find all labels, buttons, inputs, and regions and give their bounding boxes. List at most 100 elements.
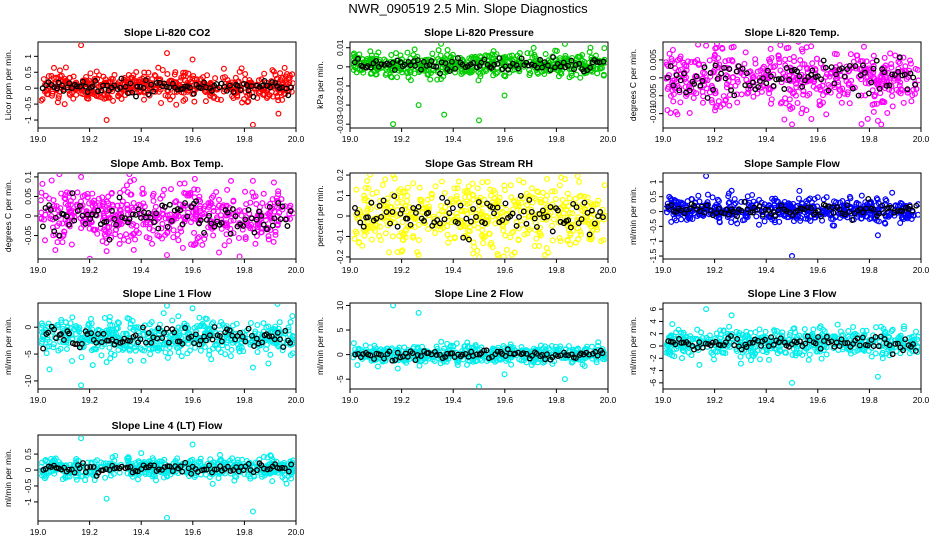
data-point [900,215,907,222]
data-point [367,223,374,230]
overlay-point [256,83,263,90]
data-point [897,219,904,226]
data-point [118,95,125,102]
data-point [161,186,168,193]
data-point [238,212,245,219]
data-point [173,344,180,351]
data-point [159,66,166,73]
overlay-point [133,93,139,100]
data-point [178,325,185,332]
overlay-point [463,215,470,222]
data-point [677,99,684,106]
data-point [846,100,853,107]
overlay-point [547,67,554,74]
data-point [197,347,204,354]
overlay-point [116,194,123,201]
data-point [451,185,458,192]
data-point [455,178,462,185]
data-point [560,210,567,217]
data-point [175,324,182,331]
overlay-point [710,86,716,93]
data-point [691,58,698,65]
data-point [816,84,823,91]
data-point [416,184,423,191]
data-point [799,105,806,112]
overlay-point [441,216,448,223]
overlay-point [570,200,577,207]
data-point [188,241,195,248]
data-point [285,324,292,331]
data-point [668,218,675,225]
overlay-point [263,226,270,233]
data-point [676,55,683,62]
data-point [393,50,400,57]
y-tick-label: 0 [23,86,33,91]
data-point [458,68,465,75]
data-point [731,201,738,208]
data-point [91,89,98,96]
data-point [858,92,865,99]
data-point [227,353,234,360]
overlay-point [881,69,888,76]
data-point [817,101,824,108]
data-point [757,84,764,91]
overlay-point [773,76,780,83]
y-tick-label: 5 [335,327,345,332]
data-point [882,62,889,69]
data-point [533,235,540,242]
data-point [691,210,698,217]
overlay-point [799,83,806,90]
data-point [716,218,723,225]
overlay-point [223,87,230,94]
overlay-point [838,65,845,72]
data-point [202,315,209,322]
data-point [195,234,202,241]
data-point [454,213,461,220]
points [39,304,295,388]
overlay-point [909,207,916,214]
data-point [279,96,286,103]
data-point [469,180,476,187]
data-point [109,322,116,329]
data-point [576,193,583,200]
overlay-point [475,199,482,205]
overlay-point [484,200,490,207]
overlay-point [66,80,73,87]
data-point [56,67,63,74]
overlay-point [581,199,588,206]
data-point [43,350,50,357]
overlay-point [251,229,258,236]
data-point [146,235,153,242]
data-point [799,61,806,68]
data-point [140,357,147,364]
data-point [39,215,45,222]
data-point [687,215,694,222]
data-point [122,231,129,238]
overlay-point [209,336,216,343]
data-point [150,227,157,234]
data-point [664,107,671,114]
data-point [793,74,800,81]
data-point [782,95,789,102]
overlay-point [188,333,195,340]
data-point [450,342,457,349]
data-point [116,240,123,247]
data-point [908,98,915,105]
overlay-point [368,199,375,206]
overlay-point [164,223,171,230]
overlay-point [40,345,47,352]
data-point [124,189,131,196]
data-point [216,196,223,203]
data-point [541,251,548,258]
data-point [127,178,134,185]
overlay-point [203,84,210,91]
data-point [724,81,731,88]
overlay-point [82,220,89,227]
data-point [502,232,509,239]
data-point [145,69,152,76]
overlay-point [240,80,247,87]
data-point [486,52,493,59]
data-point [213,189,220,196]
